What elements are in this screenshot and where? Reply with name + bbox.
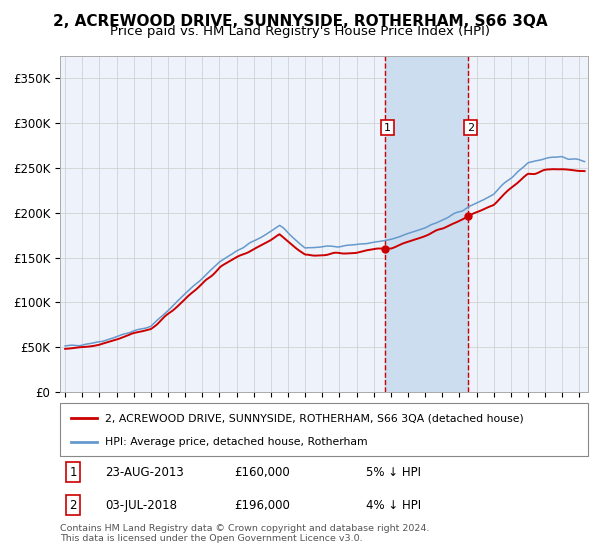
Text: 23-AUG-2013: 23-AUG-2013 xyxy=(105,465,184,479)
Text: 1: 1 xyxy=(70,465,77,479)
Text: Price paid vs. HM Land Registry's House Price Index (HPI): Price paid vs. HM Land Registry's House … xyxy=(110,25,490,38)
Text: £196,000: £196,000 xyxy=(234,498,290,512)
FancyBboxPatch shape xyxy=(60,403,588,456)
Text: 03-JUL-2018: 03-JUL-2018 xyxy=(105,498,177,512)
Text: 2: 2 xyxy=(70,498,77,512)
Text: Contains HM Land Registry data © Crown copyright and database right 2024.
This d: Contains HM Land Registry data © Crown c… xyxy=(60,524,430,543)
Text: 2, ACREWOOD DRIVE, SUNNYSIDE, ROTHERHAM, S66 3QA: 2, ACREWOOD DRIVE, SUNNYSIDE, ROTHERHAM,… xyxy=(53,14,547,29)
Text: 5% ↓ HPI: 5% ↓ HPI xyxy=(366,465,421,479)
Bar xyxy=(385,56,468,392)
Text: £160,000: £160,000 xyxy=(234,465,290,479)
Text: HPI: Average price, detached house, Rotherham: HPI: Average price, detached house, Roth… xyxy=(105,436,368,446)
Text: 2: 2 xyxy=(467,123,474,133)
Text: 1: 1 xyxy=(384,123,391,133)
Text: 2, ACREWOOD DRIVE, SUNNYSIDE, ROTHERHAM, S66 3QA (detached house): 2, ACREWOOD DRIVE, SUNNYSIDE, ROTHERHAM,… xyxy=(105,413,524,423)
Text: 4% ↓ HPI: 4% ↓ HPI xyxy=(366,498,421,512)
